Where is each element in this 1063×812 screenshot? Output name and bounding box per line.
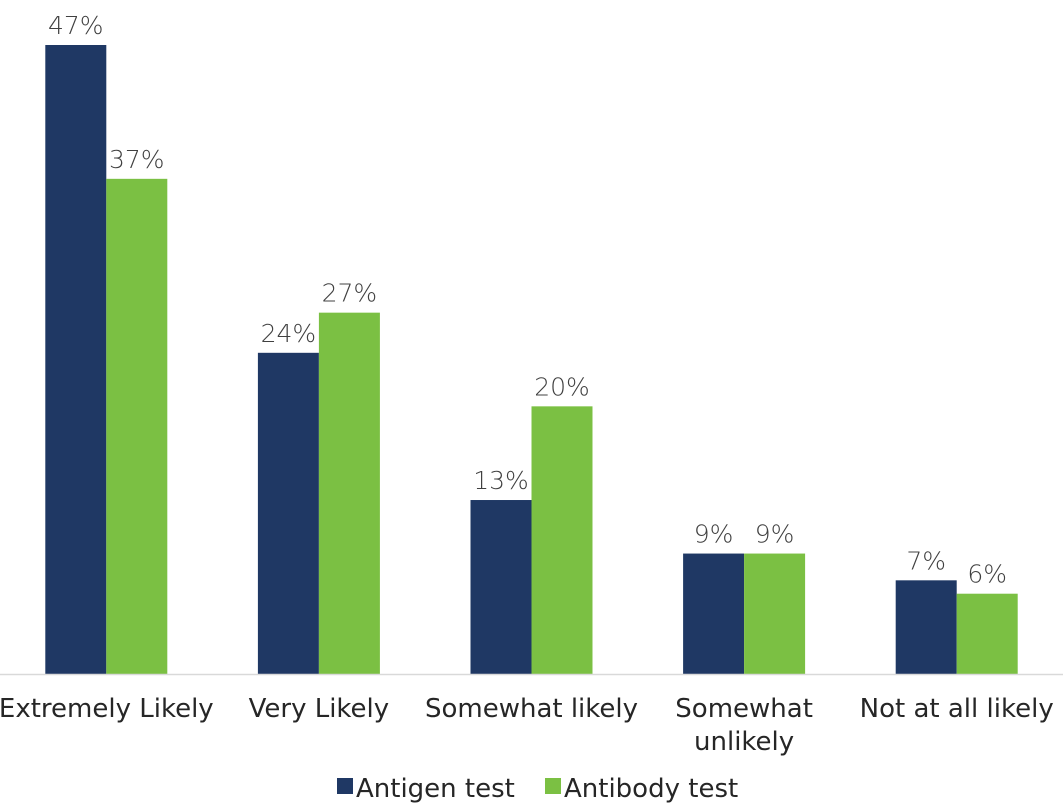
- category-label-3-line1: unlikely: [694, 727, 794, 757]
- bar-antibody-2: [531, 406, 593, 674]
- category-label-3-line0: Somewhat: [675, 694, 813, 724]
- data-label-antibody-3: 9%: [755, 520, 795, 549]
- bars-group: [45, 45, 1018, 675]
- data-label-antigen-3: 9%: [694, 520, 734, 549]
- category-label-1: Very Likely: [249, 694, 390, 724]
- data-label-antibody-2: 20%: [534, 372, 590, 401]
- bar-antibody-0: [106, 178, 168, 675]
- category-labels-group: Extremely Likely Very Likely Somewhat like…: [0, 694, 1054, 757]
- category-label-4: Not at all likely: [860, 694, 1054, 724]
- data-label-antibody-0: 37%: [109, 145, 165, 174]
- legend-swatch-antigen: [337, 778, 353, 794]
- legend-label-antigen: Antigen test: [356, 774, 515, 804]
- bar-antigen-0: [45, 45, 107, 674]
- bar-antigen-4: [895, 580, 957, 674]
- legend-swatch-antibody: [545, 778, 561, 794]
- bar-antibody-4: [956, 593, 1018, 674]
- legend: Antigen test Antibody test: [337, 774, 738, 804]
- bar-antibody-3: [744, 553, 806, 674]
- data-label-antigen-2: 13%: [473, 466, 529, 495]
- data-label-antibody-1: 27%: [322, 279, 378, 308]
- category-label-2: Somewhat likely: [425, 694, 638, 724]
- bar-antigen-3: [683, 553, 745, 674]
- category-label-0: Extremely Likely: [0, 694, 214, 724]
- bar-antibody-1: [318, 312, 380, 674]
- data-labels-group: 47% 37% 24%27% 13% 20% 9% 9% 7% 6%: [48, 11, 1007, 589]
- data-label-antigen-4: 7%: [906, 546, 946, 575]
- legend-label-antibody: Antibody test: [564, 774, 738, 804]
- bar-antigen-1: [257, 352, 319, 674]
- data-label-antigen-0: 47%: [48, 11, 104, 40]
- data-label-antigen-1: 24%: [261, 319, 317, 348]
- data-label-antibody-4: 6%: [967, 560, 1007, 589]
- bar-antigen-2: [470, 500, 532, 674]
